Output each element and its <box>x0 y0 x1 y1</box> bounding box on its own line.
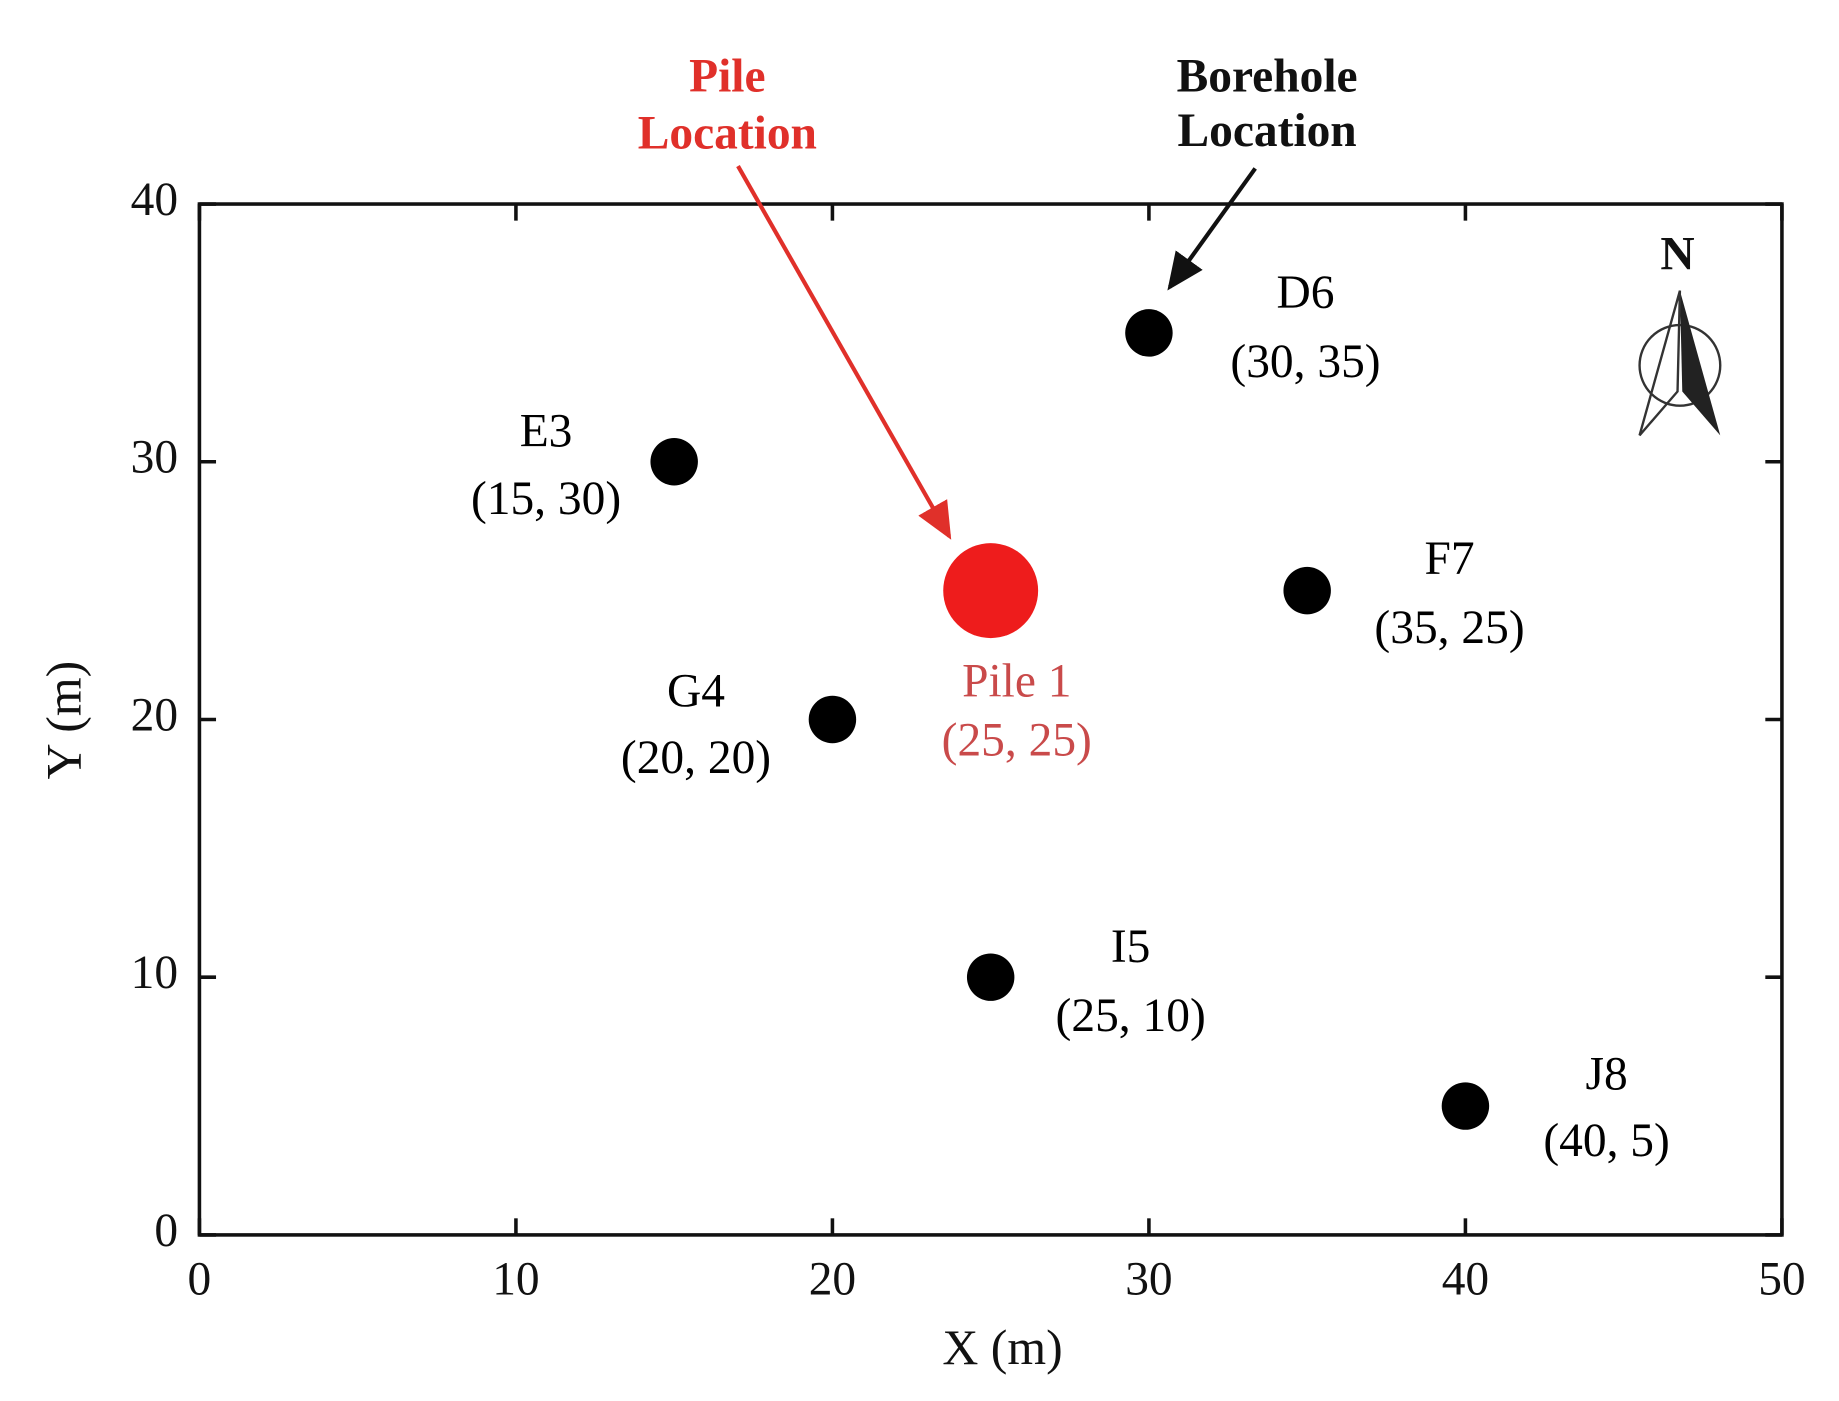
y-tick-label: 20 <box>131 689 178 741</box>
annotation: Pile <box>689 51 765 103</box>
point-coords: (25, 10) <box>1056 990 1206 1042</box>
point-coords: (40, 5) <box>1543 1115 1669 1167</box>
point-name: E3 <box>520 406 573 458</box>
x-tick-label: 50 <box>1758 1253 1805 1305</box>
point-name: F7 <box>1424 533 1474 585</box>
data-point <box>808 695 857 744</box>
north-label: N <box>1660 229 1694 281</box>
point-name: J8 <box>1586 1049 1628 1101</box>
y-axis-label: Y (m) <box>36 661 91 780</box>
x-tick-label: 20 <box>809 1253 856 1305</box>
data-point <box>943 543 1039 639</box>
x-tick-label: 30 <box>1125 1253 1172 1305</box>
data-point <box>966 953 1015 1001</box>
point-name: Pile 1 <box>962 655 1071 707</box>
data-point <box>1441 1082 1490 1130</box>
borehole-arrow <box>1167 167 1257 291</box>
data-point <box>1283 566 1331 615</box>
point-coords: (20, 20) <box>621 732 771 784</box>
point-name: G4 <box>667 666 725 718</box>
y-tick-label: 0 <box>154 1205 178 1257</box>
annotation: Borehole <box>1177 51 1358 103</box>
y-tick-label: 30 <box>131 432 178 484</box>
point-name: D6 <box>1277 267 1335 319</box>
pile-arrow <box>736 165 952 540</box>
annotation: Location <box>638 107 817 159</box>
point-coords: (15, 30) <box>471 473 621 525</box>
x-tick-label: 40 <box>1442 1253 1489 1305</box>
x-tick-label: 10 <box>492 1253 539 1305</box>
point-coords: (30, 35) <box>1230 336 1380 388</box>
point-name: I5 <box>1111 921 1151 973</box>
north-arrow: N <box>1638 229 1722 437</box>
data-point <box>650 438 698 486</box>
point-coords: (25, 25) <box>942 715 1092 767</box>
x-tick-label: 0 <box>188 1253 212 1305</box>
point-coords: (35, 25) <box>1374 602 1524 654</box>
x-axis-label: X (m) <box>942 1320 1062 1375</box>
y-tick-label: 10 <box>131 947 178 999</box>
y-tick-label: 40 <box>131 174 178 226</box>
annotation: Location <box>1177 105 1356 157</box>
data-point <box>1125 309 1173 357</box>
